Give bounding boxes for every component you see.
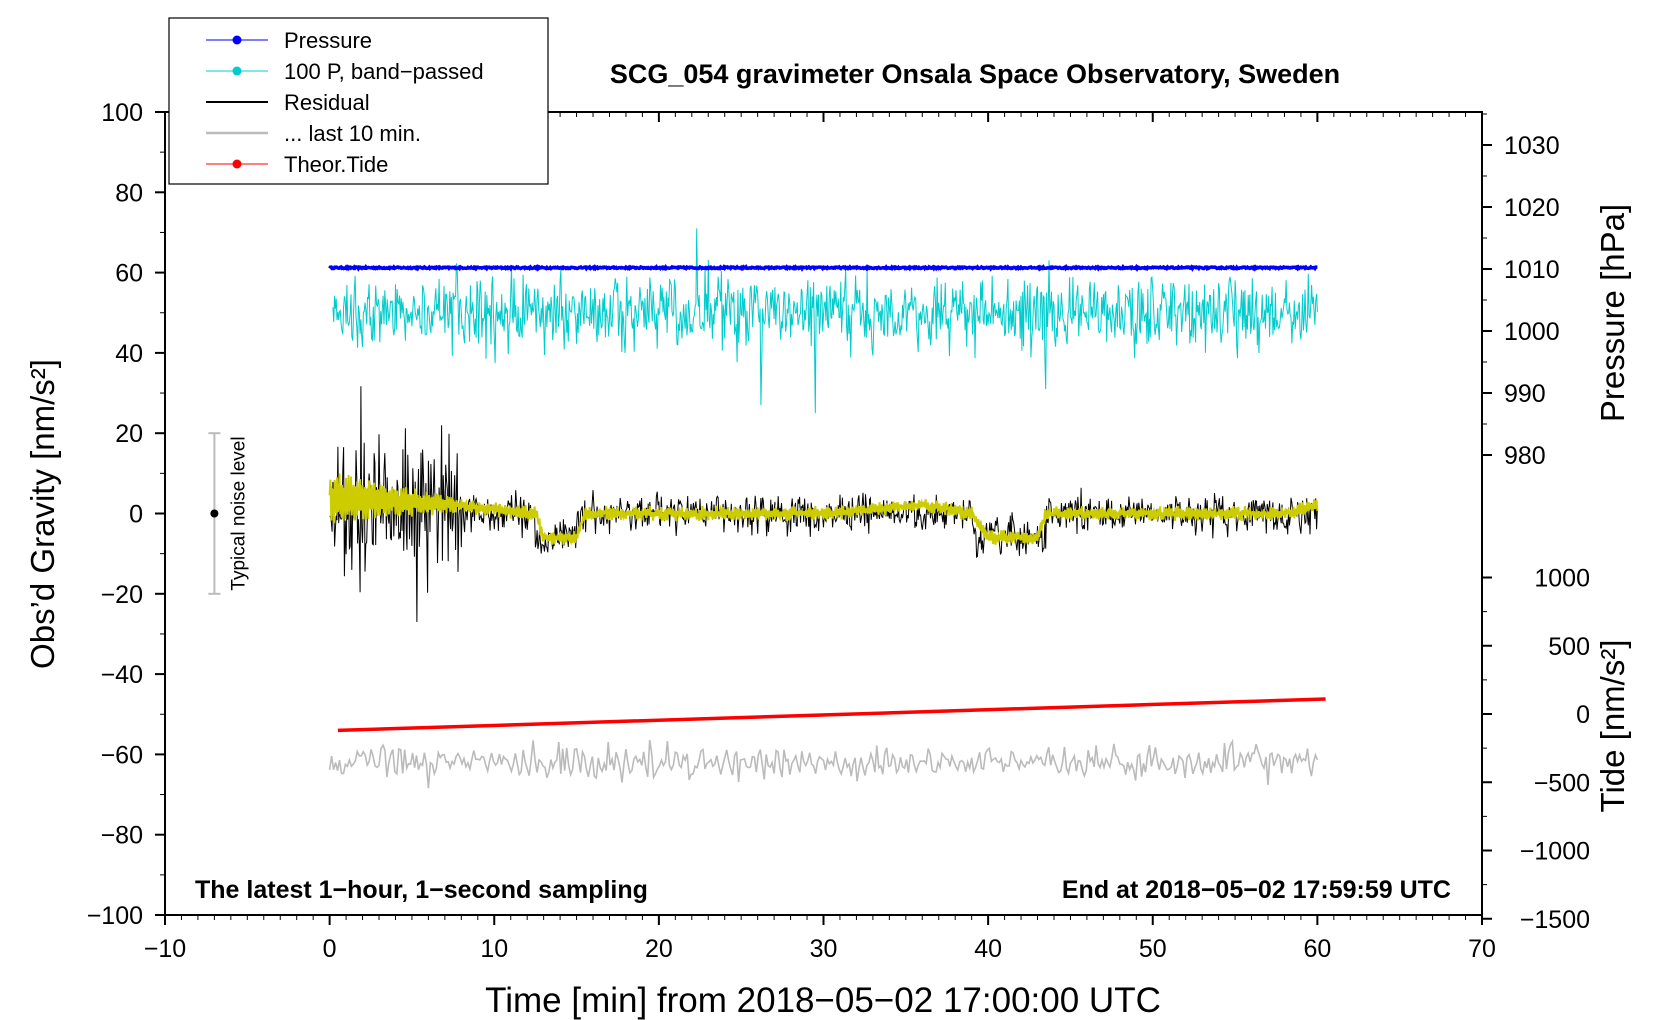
x-tick-label: 50 [1139,935,1167,963]
x-tick-label: 20 [645,935,673,963]
noise-bar-center-dot [210,509,219,518]
y-tick-label: −20 [101,581,143,609]
pressure-tick-label: 1000 [1504,318,1560,346]
series-layer [328,228,1326,789]
legend-label-last10: ... last 10 min. [284,121,421,146]
noise-level-label: Typical noise level [228,436,249,590]
y-tick-label: 0 [129,501,143,529]
tide-tick-label: −500 [1534,769,1590,797]
x-tick-label: 40 [974,935,1002,963]
y-tick-label: −80 [101,822,143,850]
y-axis-label-pressure: Pressure [hPa] [1594,204,1631,422]
legend-entry-pressure: Pressure [206,28,372,53]
chart-title: SCG_054 gravimeter Onsala Space Observat… [610,59,1340,89]
pressure-tick-label: 1030 [1504,132,1560,160]
tide-tick-label: 0 [1576,701,1590,729]
series-pressure-line [328,263,1318,273]
y-tick-label: −40 [101,661,143,689]
legend-box [168,17,549,185]
tide-tick-label: −1000 [1520,838,1590,866]
annotation-sampling: The latest 1−hour, 1−second sampling [195,876,648,904]
annotation-end-time: End at 2018−05−02 17:59:59 UTC [1062,876,1451,904]
pressure-tick-label: 990 [1504,380,1546,408]
y-axis-label-left: Obs’d Gravity [nm/s²] [24,359,61,669]
y-tick-label: −100 [87,902,143,930]
y-tick-label: 80 [115,179,143,207]
y-axis-label-tide: Tide [nm/s²] [1594,640,1631,813]
pressure-tick-label: 980 [1504,442,1546,470]
noise-level-indicator: Typical noise level [208,432,249,595]
y-tick-label: 60 [115,260,143,288]
legend: Pressure 100 P, band−passed Residual ...… [168,17,549,185]
y-tick-label: 40 [115,340,143,368]
legend-label-bandpass: 100 P, band−passed [284,59,484,84]
pressure-tick-label: 1020 [1504,194,1560,222]
tide-tick-label: 1000 [1534,565,1590,593]
x-tick-label: 10 [480,935,508,963]
series-residual-smoothed-line [328,473,1319,546]
legend-entry-bandpass: 100 P, band−passed [206,59,484,84]
series-residual-line [329,386,1318,623]
legend-label-residual: Residual [284,90,370,115]
legend-marker-tide [232,159,242,169]
legend-entry-last10: ... last 10 min. [206,121,421,146]
tide-tick-label: −1500 [1520,906,1590,934]
legend-entry-tide: Theor.Tide [206,152,388,177]
y-tick-label: 100 [101,99,143,127]
tide-tick-label: 500 [1548,633,1590,661]
series-last10-line [328,738,1319,789]
legend-marker-bandpass [232,66,242,76]
legend-entry-residual: Residual [206,90,370,115]
series-bandpass-line [332,228,1318,414]
legend-label-tide: Theor.Tide [284,152,388,177]
x-tick-label: 30 [810,935,838,963]
x-tick-label: 0 [323,935,337,963]
series-tide-line [337,697,1326,733]
x-tick-label: 70 [1468,935,1496,963]
y-tick-label: 20 [115,420,143,448]
legend-marker-pressure [232,35,242,45]
axis-ticks: −10 0 10 20 30 40 50 60 70−100−80−60−40−20020406… [87,99,1590,963]
x-axis-label: Time [min] from 2018−05−02 17:00:00 UTC [485,981,1161,1020]
legend-label-pressure: Pressure [284,28,372,53]
x-tick-label: 60 [1303,935,1331,963]
x-tick-label: −10 [144,935,186,963]
pressure-tick-label: 1010 [1504,256,1560,284]
y-tick-label: −60 [101,741,143,769]
